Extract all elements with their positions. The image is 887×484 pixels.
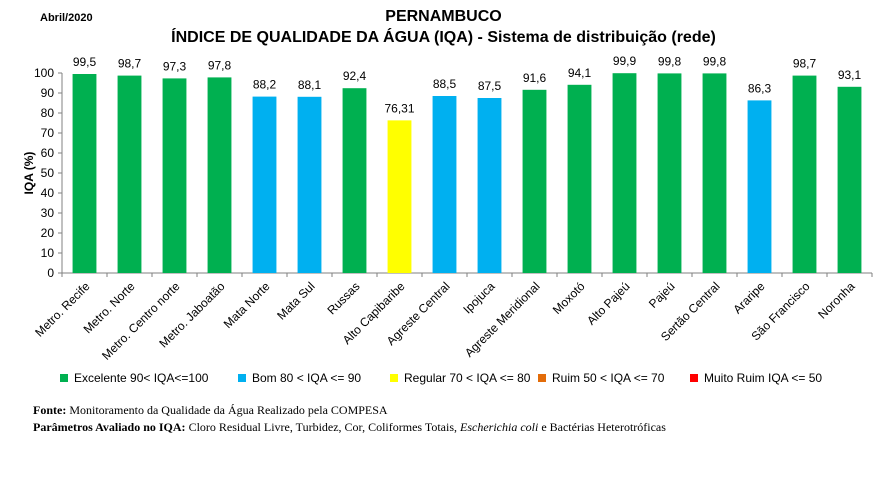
bar xyxy=(837,86,862,273)
bar-value-label: 88,5 xyxy=(433,77,457,91)
legend-swatch xyxy=(238,374,246,382)
bar xyxy=(612,73,637,273)
legend-item: Bom 80 < IQA <= 90 xyxy=(238,371,361,385)
bar-value-label: 99,8 xyxy=(703,54,727,68)
footer-source: Fonte: Monitoramento da Qualidade da Águ… xyxy=(33,403,388,418)
iqa-bar-chart: 0 10 20 30 40 50 60 70 80 90 100 IQA (%) 99,5 Metro. … xyxy=(22,54,873,363)
bar xyxy=(297,96,322,273)
x-tick-label: Mata Norte xyxy=(221,279,273,331)
bar-value-label: 91,6 xyxy=(523,71,547,85)
bar-value-label: 97,8 xyxy=(208,58,232,72)
bar xyxy=(387,120,412,273)
x-tick-label: Ipojuca xyxy=(460,279,497,316)
bar-value-label: 93,1 xyxy=(838,68,862,82)
bar-value-label: 99,8 xyxy=(658,54,682,68)
bar xyxy=(567,84,592,273)
y-tick-label: 90 xyxy=(41,86,55,100)
bar xyxy=(702,73,727,274)
legend-label: Ruim 50 < IQA <= 70 xyxy=(552,371,665,385)
bar-value-label: 99,5 xyxy=(73,55,97,69)
legend-item: Excelente 90< IQA<=100 xyxy=(60,371,208,385)
y-tick-label: 40 xyxy=(41,186,55,200)
legend-item: Ruim 50 < IQA <= 70 xyxy=(538,371,664,385)
legend-swatch xyxy=(390,374,398,382)
bar-value-label: 98,7 xyxy=(793,57,817,71)
legend-item: Muito Ruim IQA <= 50 xyxy=(690,371,822,385)
chart-title-region: PERNAMBUCO xyxy=(385,8,502,25)
y-tick-label: 10 xyxy=(41,246,55,260)
x-tick-label: Pajeú xyxy=(646,279,678,311)
bar xyxy=(432,96,457,273)
parameters-text: Cloro Residual Livre, Turbidez, Cor, Col… xyxy=(185,420,461,434)
x-tick-label: Noronha xyxy=(815,279,858,322)
y-tick-label: 30 xyxy=(41,206,55,220)
bar xyxy=(72,74,97,273)
legend-swatch xyxy=(538,374,546,382)
bar-value-label: 94,1 xyxy=(568,66,592,80)
x-tick-label: Araripe xyxy=(730,279,767,316)
bar xyxy=(162,78,187,274)
footer-parameters: Parâmetros Avaliado no IQA: Cloro Residu… xyxy=(33,420,666,435)
bar xyxy=(522,89,547,273)
x-tick-label: Metro. Centro norte xyxy=(99,279,183,363)
parameters-italic: Escherichia coli xyxy=(460,420,539,434)
bar xyxy=(252,96,277,273)
y-tick-label: 70 xyxy=(41,126,55,140)
y-tick-label: 60 xyxy=(41,146,55,160)
x-tick-label: Moxotó xyxy=(550,279,588,317)
bar-value-label: 99,9 xyxy=(613,54,637,68)
x-tick-label: Russas xyxy=(324,279,362,317)
bar xyxy=(747,100,772,274)
legend-label: Bom 80 < IQA <= 90 xyxy=(252,371,362,385)
source-text: Monitoramento da Qualidade da Água Reali… xyxy=(66,403,388,417)
legend-label: Muito Ruim IQA <= 50 xyxy=(704,371,823,385)
chart-title: ÍNDICE DE QUALIDADE DA ÁGUA (IQA) - Sist… xyxy=(171,29,716,46)
legend-label: Regular 70 < IQA <= 80 xyxy=(404,371,531,385)
bar-value-label: 87,5 xyxy=(478,79,502,93)
bar xyxy=(477,98,502,273)
bar xyxy=(207,77,232,274)
bar-value-label: 98,7 xyxy=(118,57,142,71)
bar-value-label: 86,3 xyxy=(748,81,772,95)
report-date: Abril/2020 xyxy=(40,12,93,24)
y-tick-label: 0 xyxy=(47,266,54,280)
bar-value-label: 88,1 xyxy=(298,78,322,92)
bar-value-label: 76,31 xyxy=(384,101,414,115)
x-tick-label: Mata Sul xyxy=(274,279,317,322)
y-tick-label: 80 xyxy=(41,106,55,120)
y-axis-label: IQA (%) xyxy=(22,152,36,195)
legend-swatch xyxy=(690,374,698,382)
bar xyxy=(657,73,682,274)
bar xyxy=(792,75,817,273)
bar-value-label: 97,3 xyxy=(163,59,187,73)
legend-label: Excelente 90< IQA<=100 xyxy=(74,371,209,385)
bar-value-label: 92,4 xyxy=(343,69,367,83)
parameters-label: Parâmetros Avaliado no IQA: xyxy=(33,420,186,434)
bar xyxy=(117,75,142,273)
legend-swatch xyxy=(60,374,68,382)
source-label: Fonte: xyxy=(33,403,67,417)
y-tick-label: 100 xyxy=(34,66,54,80)
parameters-tail: e Bactérias Heterotróficas xyxy=(538,420,666,434)
y-tick-label: 50 xyxy=(41,166,55,180)
x-tick-label: Alto Pajeú xyxy=(584,279,633,328)
y-tick-label: 20 xyxy=(41,226,55,240)
x-tick-label: Agreste Meridional xyxy=(462,279,543,360)
bar-value-label: 88,2 xyxy=(253,78,277,92)
bar xyxy=(342,88,367,273)
legend-item: Regular 70 < IQA <= 80 xyxy=(390,371,530,385)
